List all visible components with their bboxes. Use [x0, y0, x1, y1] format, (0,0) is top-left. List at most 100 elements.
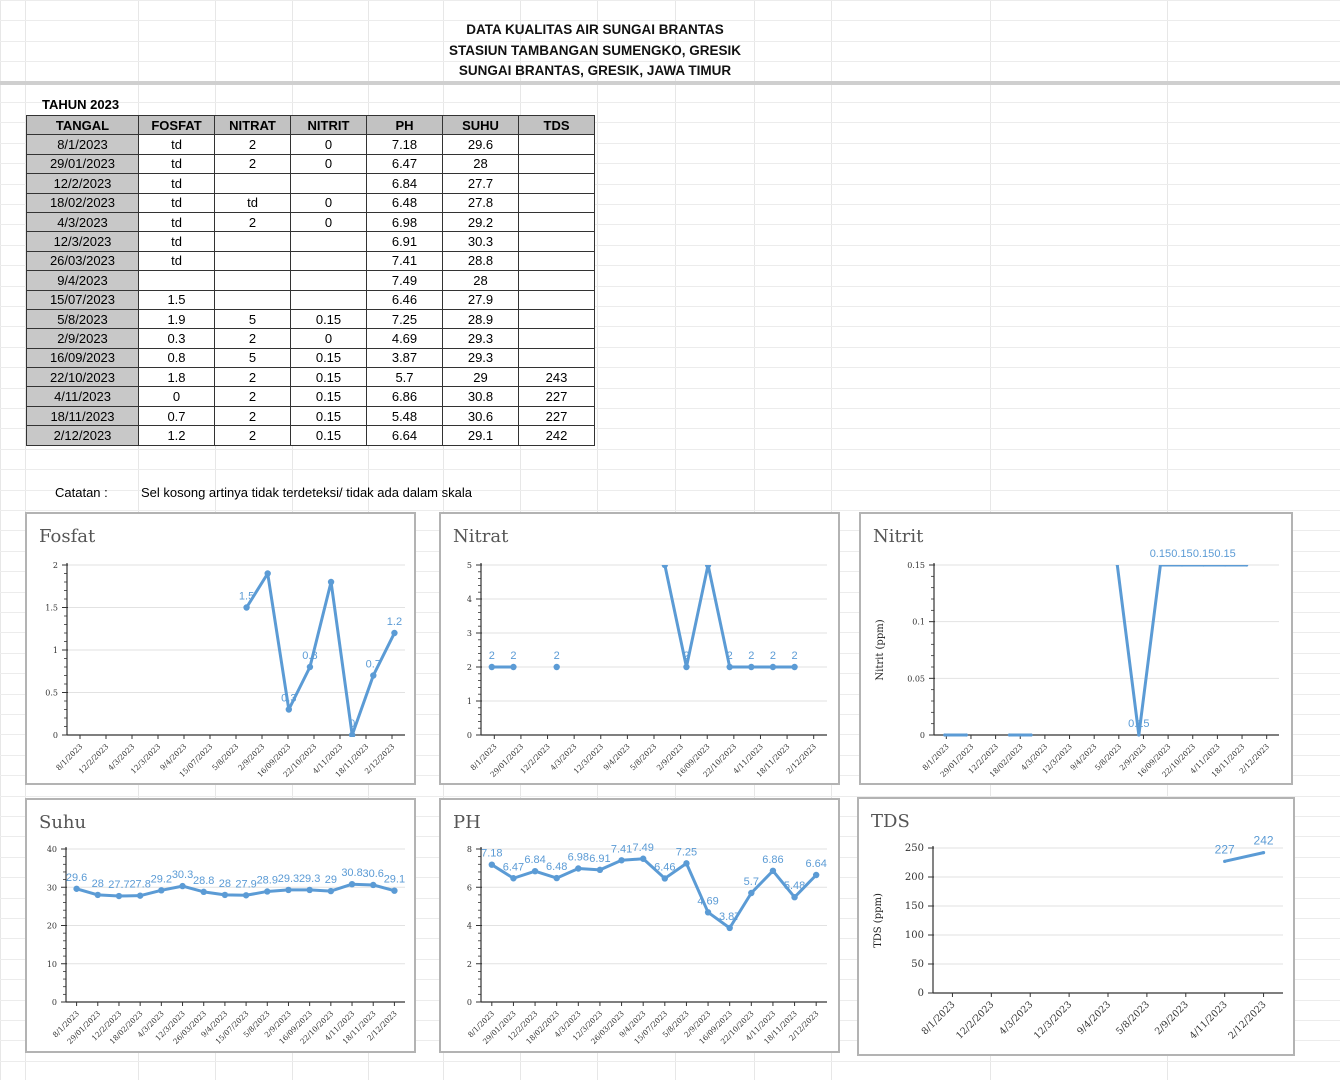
date-cell: 5/8/2023	[26, 308, 139, 330]
value-cell: 29.3	[442, 347, 519, 369]
data-label: 5.7	[744, 876, 759, 888]
value-cell: 30.8	[442, 386, 519, 407]
series-tds	[1223, 851, 1266, 863]
value-cell: 5.7	[366, 367, 443, 388]
y-tick-label: 250	[905, 843, 924, 854]
data-point	[200, 888, 207, 896]
table-row: 4/3/2023 td 2 0 6.98 29.2	[26, 211, 595, 233]
x-tick-label: 4/3/2023	[997, 999, 1035, 1037]
table-row: 22/10/2023 1.8 2 0.15 5.7 29 243	[26, 367, 595, 388]
table-row: 5/8/2023 1.9 5 0.15 7.25 28.9	[26, 308, 595, 330]
data-point	[1261, 851, 1266, 855]
value-cell: td	[138, 231, 215, 252]
y-tick-label: 3	[467, 629, 472, 638]
value-cell	[518, 328, 595, 349]
value-cell: 6.91	[366, 231, 443, 252]
value-cell: td	[138, 153, 215, 175]
x-tick-label: 5/8/2023	[1114, 999, 1152, 1037]
value-cell	[290, 250, 367, 272]
y-tick-label: 0	[53, 731, 58, 740]
y-tick-label: 2	[467, 663, 472, 672]
value-cell	[290, 289, 367, 310]
value-cell: 3.87	[366, 347, 443, 369]
data-label: 7.25	[676, 846, 697, 858]
chart-title: Fosfat	[39, 526, 96, 547]
x-tick-label: 8/1/2023	[920, 999, 958, 1037]
column-header: SUHU	[442, 114, 519, 136]
series-line	[1115, 565, 1247, 737]
chart-fosfat: 0 0.5 1 1.5 2 8/1/2023 12/2/2023 4/3/2023 12/3/2…	[25, 512, 416, 785]
data-label: 27.9	[235, 878, 256, 890]
data-point	[812, 871, 820, 879]
series-line	[76, 882, 395, 898]
year-label: TAHUN 2023	[42, 97, 120, 112]
data-label: 28	[92, 878, 104, 890]
data-point	[769, 663, 777, 671]
data-point	[327, 887, 335, 895]
table-row: 26/03/2023 td 7.41 28.8	[26, 250, 595, 272]
date-cell: 15/07/2023	[26, 289, 139, 310]
y-tick-label: 4	[467, 595, 472, 604]
data-label: 3.87	[719, 911, 740, 923]
y-tick-label: 0.1	[912, 618, 925, 627]
column-header: PH	[366, 114, 443, 136]
data-point	[348, 731, 356, 737]
value-cell	[518, 153, 595, 175]
data-point	[391, 887, 398, 894]
note-label: Catatan :	[55, 485, 108, 500]
header-station: STASIUN TAMBANGAN SUMENGKO, GRESIK	[448, 42, 741, 58]
value-cell: 5	[214, 308, 291, 330]
value-cell: 0	[290, 211, 367, 233]
data-label: 2	[510, 650, 516, 662]
value-cell: 243	[518, 367, 595, 388]
data-point	[553, 663, 560, 671]
data-point	[264, 570, 271, 577]
column-header: TDS	[518, 114, 595, 136]
y-tick-label: 20	[47, 922, 57, 931]
data-point	[488, 663, 496, 671]
date-cell: 26/03/2023	[26, 250, 139, 272]
value-cell	[518, 134, 595, 155]
date-cell: 4/11/2023	[26, 386, 139, 407]
value-cell	[518, 250, 595, 272]
value-cell: 6.64	[366, 425, 443, 446]
data-point	[943, 733, 947, 737]
data-point	[242, 892, 250, 899]
value-cell: 0	[290, 192, 367, 213]
value-cell: 29.2	[442, 211, 519, 233]
table-row: 15/07/2023 1.5 6.46 27.9	[26, 289, 595, 310]
value-cell: 29.1	[442, 425, 519, 446]
data-point	[726, 924, 733, 932]
date-cell: 16/09/2023	[26, 347, 139, 369]
table-row: 2/9/2023 0.3 2 0 4.69 29.3	[26, 328, 595, 349]
value-cell: 0.15	[290, 405, 367, 427]
data-label: 242	[1254, 834, 1274, 848]
value-cell	[214, 250, 291, 272]
table-row: 16/09/2023 0.8 5 0.15 3.87 29.3	[26, 347, 595, 369]
y-tick-label: 50	[911, 959, 924, 970]
value-cell	[214, 231, 291, 252]
data-label: 29	[325, 874, 337, 886]
date-cell: 2/12/2023	[26, 425, 139, 446]
date-cell: 4/3/2023	[26, 211, 139, 233]
y-tick-label: 8	[467, 845, 472, 854]
chart-suhu: 0 10 20 30 40 8/1/2023 29/01/2023 12/2/2023 18/0…	[25, 798, 416, 1053]
y-tick-label: 1.5	[45, 604, 58, 613]
y-tick-label: 1	[53, 646, 58, 655]
data-label: 6.46	[654, 861, 675, 873]
data-label: 6.91	[589, 853, 610, 865]
data-point	[748, 663, 755, 671]
data-label: 2	[748, 650, 754, 662]
x-tick-label: 5/8/2023	[210, 742, 240, 772]
value-cell: 0.15	[290, 347, 367, 369]
data-point	[306, 886, 313, 894]
data-label: 0.15	[1214, 548, 1235, 560]
chart-ph: 0 2 4 6 8 8/1/2023 29/01/2023 12/2/2023 18/02/20…	[439, 798, 840, 1053]
value-cell: 28.8	[442, 250, 519, 272]
value-cell: td	[138, 192, 215, 213]
value-cell: 6.86	[366, 386, 443, 407]
data-point	[704, 565, 712, 569]
data-point	[391, 629, 398, 637]
value-cell	[214, 173, 291, 194]
